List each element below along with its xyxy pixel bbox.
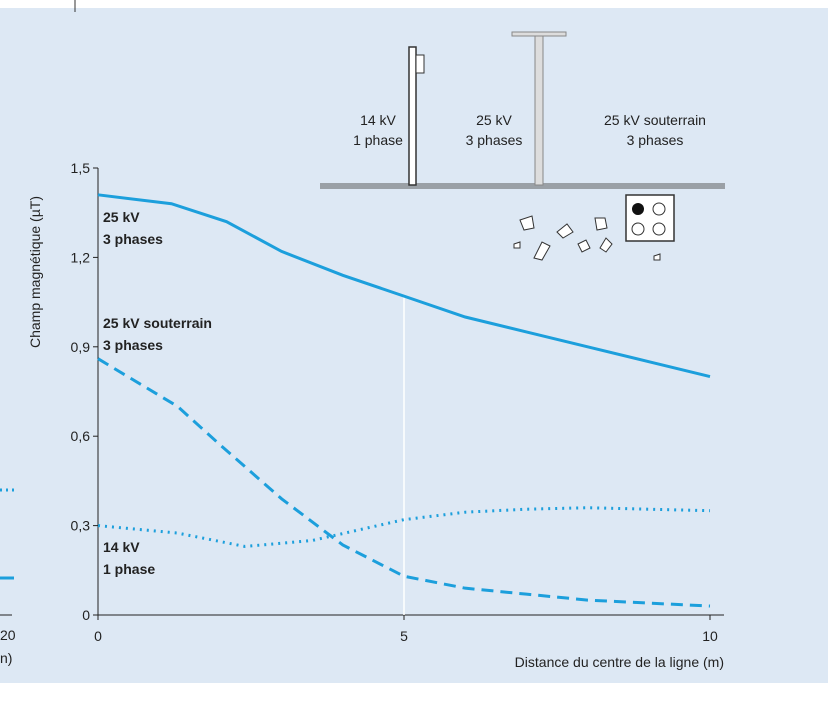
y-tick-label: 1,2 bbox=[71, 249, 91, 265]
series-label: 1 phase bbox=[103, 561, 155, 577]
chart: 20 n) 14 kV 1 phase 25 kV 3 phases 25 kV sou… bbox=[0, 0, 828, 702]
x-tick-label: 0 bbox=[94, 628, 102, 644]
series-label: 14 kV bbox=[103, 539, 140, 555]
series-label: 25 kV souterrain bbox=[103, 315, 212, 331]
y-tick-label: 0,9 bbox=[71, 339, 91, 355]
pole bbox=[409, 47, 416, 185]
illustration-label: 25 kV bbox=[476, 112, 512, 128]
cropped-tick: 20 bbox=[0, 627, 16, 643]
illustration-label: 3 phases bbox=[466, 132, 523, 148]
ground bbox=[320, 183, 725, 189]
series-label: 3 phases bbox=[103, 231, 163, 247]
y-tick-label: 1,5 bbox=[71, 160, 91, 176]
series-label: 3 phases bbox=[103, 337, 163, 353]
y-tick-label: 0,6 bbox=[71, 428, 91, 444]
crossarm bbox=[512, 32, 566, 36]
y-tick-label: 0,3 bbox=[71, 518, 91, 534]
series-label: 25 kV bbox=[103, 209, 140, 225]
conduit bbox=[626, 195, 674, 241]
x-tick-label: 10 bbox=[702, 628, 718, 644]
cropped-label: n) bbox=[0, 650, 12, 666]
illustration-label: 14 kV bbox=[360, 112, 396, 128]
x-tick-label: 5 bbox=[400, 628, 408, 644]
x-axis-title: Distance du centre de la ligne (m) bbox=[515, 654, 724, 670]
pole bbox=[535, 35, 543, 185]
illustration-label: 3 phases bbox=[627, 132, 684, 148]
illustration-label: 25 kV souterrain bbox=[604, 112, 706, 128]
y-tick-label: 0 bbox=[82, 607, 90, 623]
illustration-label: 1 phase bbox=[353, 132, 403, 148]
transformer bbox=[416, 55, 424, 73]
cable bbox=[632, 203, 644, 215]
y-axis-title: Champ magnétique (µT) bbox=[27, 196, 43, 348]
